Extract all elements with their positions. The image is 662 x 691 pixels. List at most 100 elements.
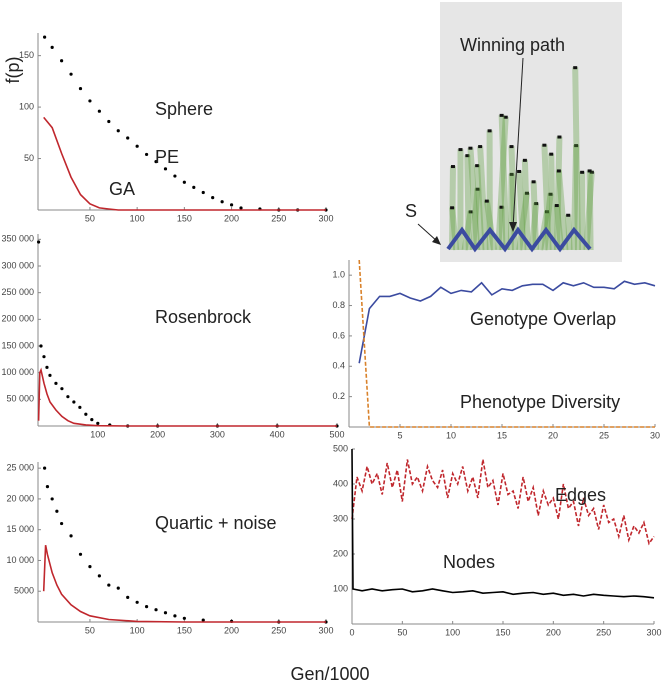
data-point xyxy=(183,181,186,184)
data-point xyxy=(66,395,69,398)
diagram-node xyxy=(450,206,454,209)
y-tick-label: 300 000 xyxy=(1,260,34,270)
diagram-node xyxy=(485,200,489,203)
data-point xyxy=(46,485,49,488)
diagram-node xyxy=(555,204,559,207)
data-point xyxy=(117,129,120,132)
y-tick-label: 100 xyxy=(19,101,34,111)
y-tick-label: 1.0 xyxy=(332,270,345,280)
data-point xyxy=(96,422,99,425)
diagram-label: S xyxy=(405,201,417,221)
data-point xyxy=(43,36,46,39)
data-point xyxy=(88,99,91,102)
data-point xyxy=(60,522,63,525)
x-tick-label: 250 xyxy=(596,627,611,637)
x-tick-label: 100 xyxy=(445,627,460,637)
data-point xyxy=(145,153,148,156)
data-line xyxy=(352,460,654,544)
diagram-node xyxy=(542,144,546,147)
data-point xyxy=(126,136,129,139)
data-point xyxy=(60,387,63,390)
x-tick-label: 500 xyxy=(329,429,344,439)
data-point xyxy=(117,587,120,590)
data-point xyxy=(43,467,46,470)
x-tick-label: 10 xyxy=(446,430,456,440)
x-tick-label: 100 xyxy=(130,213,145,223)
y-tick-label: 5000 xyxy=(14,586,34,596)
data-point xyxy=(51,497,54,500)
chart-title: Quartic + noise xyxy=(155,513,277,533)
chart-title: Rosenbrock xyxy=(155,307,252,327)
diagram-node xyxy=(478,145,482,148)
y-tick-label: 50 000 xyxy=(6,394,34,404)
x-tick-label: 400 xyxy=(270,429,285,439)
diagram-node xyxy=(523,159,527,162)
diagram-bar xyxy=(568,215,569,250)
diagram-label: Winning path xyxy=(460,35,565,55)
data-point xyxy=(164,167,167,170)
data-point xyxy=(145,605,148,608)
x-tick-label: 200 xyxy=(224,213,239,223)
data-point xyxy=(60,59,63,62)
y-tick-label: 200 000 xyxy=(1,314,34,324)
data-point xyxy=(221,200,224,203)
diagram-bar xyxy=(590,170,591,250)
data-line xyxy=(44,545,326,622)
diagram-node xyxy=(509,145,513,148)
data-point xyxy=(136,601,139,604)
data-point xyxy=(69,534,72,537)
x-tick-label: 150 xyxy=(177,625,192,635)
y-tick-label: 0.4 xyxy=(332,361,345,371)
data-point xyxy=(98,574,101,577)
diagram-bar xyxy=(575,67,578,250)
x-tick-label: 30 xyxy=(650,430,660,440)
x-tick-label: 50 xyxy=(85,213,95,223)
diagram-node xyxy=(468,147,472,150)
data-point xyxy=(48,374,51,377)
y-tick-label: 200 xyxy=(333,548,348,558)
x-tick-label: 300 xyxy=(210,429,225,439)
x-tick-label: 300 xyxy=(646,627,661,637)
series-label: Nodes xyxy=(443,552,495,572)
data-point xyxy=(202,191,205,194)
chart-title: Sphere xyxy=(155,99,213,119)
y-tick-label: 0.8 xyxy=(332,300,345,310)
data-point xyxy=(164,611,167,614)
diagram-node xyxy=(488,129,492,132)
data-point xyxy=(239,206,242,209)
diagram-node xyxy=(500,114,504,117)
y-axis-label: f(p) xyxy=(3,57,23,84)
y-tick-label: 10 000 xyxy=(6,555,34,565)
data-point xyxy=(84,413,87,416)
x-tick-label: 15 xyxy=(497,430,507,440)
diagram-bar xyxy=(525,160,528,250)
diagram-node xyxy=(451,165,455,168)
y-tick-label: 100 xyxy=(333,583,348,593)
y-tick-label: 0.2 xyxy=(332,391,345,401)
x-tick-label: 0 xyxy=(349,627,354,637)
data-point xyxy=(72,400,75,403)
x-tick-label: 250 xyxy=(271,625,286,635)
x-tick-label: 100 xyxy=(90,429,105,439)
data-point xyxy=(173,614,176,617)
data-point xyxy=(90,418,93,421)
diagram-bar xyxy=(534,181,536,250)
data-point xyxy=(55,510,58,513)
y-tick-label: 350 000 xyxy=(1,234,34,244)
data-point xyxy=(69,73,72,76)
x-tick-label: 50 xyxy=(397,627,407,637)
data-point xyxy=(136,145,139,148)
diagram-node xyxy=(557,136,561,139)
x-tick-label: 200 xyxy=(150,429,165,439)
data-point xyxy=(211,196,214,199)
diagram-node xyxy=(580,171,584,174)
x-tick-label: 200 xyxy=(224,625,239,635)
diagram-node xyxy=(588,169,592,172)
data-point xyxy=(154,608,157,611)
y-tick-label: 300 xyxy=(333,513,348,523)
data-point xyxy=(42,355,45,358)
